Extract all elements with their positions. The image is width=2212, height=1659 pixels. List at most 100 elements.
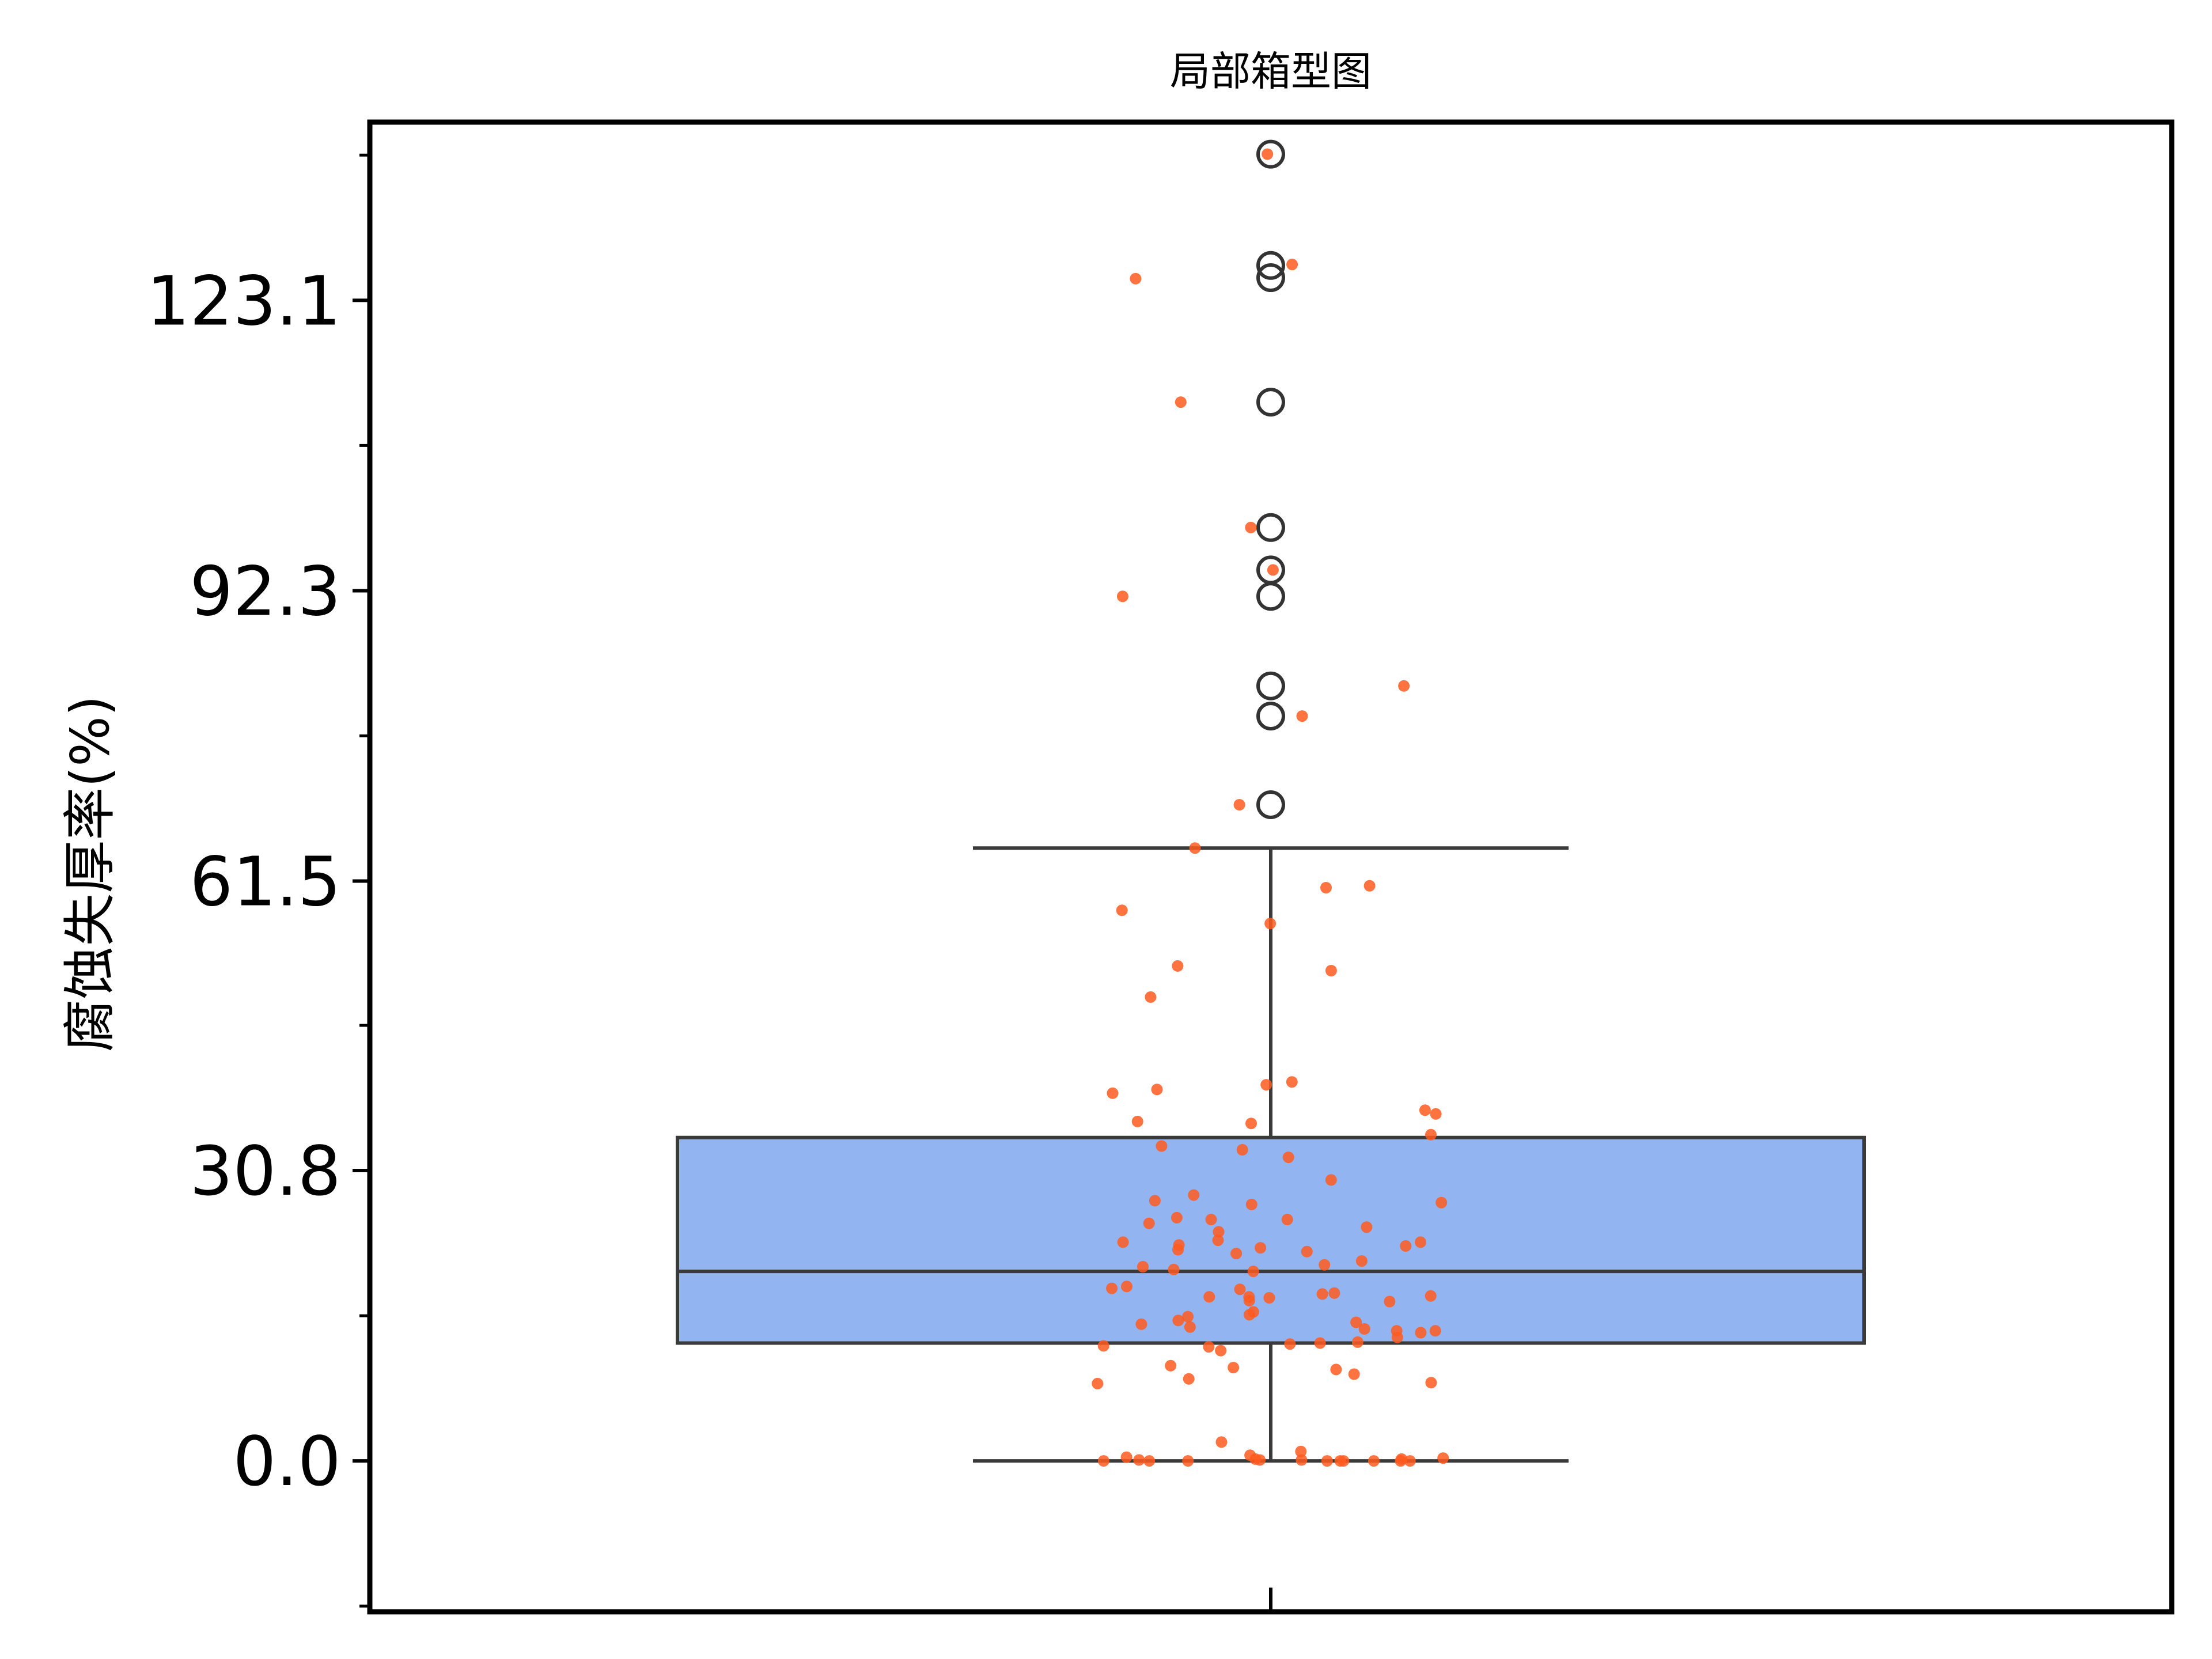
data-point: [1143, 1455, 1156, 1467]
data-point: [1215, 1344, 1227, 1357]
data-point: [1172, 960, 1184, 972]
data-point: [1188, 1189, 1200, 1201]
data-point: [1245, 521, 1257, 533]
y-tick-label: 92.3: [190, 551, 341, 631]
data-point: [1228, 1362, 1240, 1374]
data-point: [1171, 1211, 1183, 1224]
data-point: [1437, 1452, 1449, 1464]
data-point: [1121, 1281, 1132, 1293]
data-point: [1267, 564, 1279, 576]
outlier-marker: [1256, 251, 1285, 280]
outlier-marker: [1256, 582, 1285, 611]
y-axis-label: 腐蚀失厚率(%): [59, 695, 121, 1052]
data-point: [1233, 799, 1245, 810]
data-point: [1361, 1221, 1373, 1233]
outlier-marker: [1256, 671, 1285, 700]
data-point: [1172, 1244, 1184, 1256]
data-point: [1425, 1128, 1437, 1141]
data-point: [1384, 1296, 1396, 1308]
outlier-marker: [1256, 702, 1285, 731]
data-point: [1213, 1226, 1225, 1238]
data-point: [1145, 991, 1157, 1003]
y-tick-label: 30.8: [190, 1131, 341, 1211]
data-point: [1281, 1214, 1293, 1226]
data-point: [1097, 1340, 1109, 1352]
data-point: [1117, 1236, 1129, 1248]
data-point: [1247, 1266, 1259, 1278]
data-point: [1172, 1315, 1184, 1327]
data-point: [1430, 1108, 1442, 1120]
data-point: [1325, 1174, 1337, 1186]
data-point: [1314, 1337, 1326, 1349]
data-point: [1264, 918, 1277, 930]
data-point: [1351, 1336, 1363, 1348]
outlier-marker: [1256, 139, 1285, 169]
data-point: [1165, 1359, 1177, 1372]
data-point: [1137, 1261, 1149, 1272]
outlier-marker: [1256, 790, 1285, 819]
data-point: [1133, 1454, 1145, 1466]
y-tick-label: 61.5: [190, 842, 341, 922]
data-point: [1395, 1455, 1407, 1467]
data-point: [1404, 1455, 1416, 1467]
data-point: [1415, 1236, 1426, 1248]
data-point: [1107, 1087, 1119, 1099]
iqr-box: [676, 1135, 1866, 1345]
data-point: [1245, 1198, 1257, 1210]
data-point: [1097, 1455, 1109, 1467]
data-point: [1244, 1309, 1255, 1321]
data-point: [1419, 1104, 1431, 1116]
plot-area: 0.0 30.8 61.5 92.3 123.1: [146, 119, 2175, 1615]
data-point: [1284, 1338, 1296, 1350]
data-point: [1328, 1287, 1340, 1299]
y-tick-label: 0.0: [233, 1422, 341, 1501]
data-point: [1391, 1331, 1403, 1343]
outlier-marker: [1256, 388, 1285, 417]
data-point: [1182, 1455, 1194, 1467]
data-point: [1363, 880, 1376, 892]
data-point: [1262, 148, 1274, 160]
data-point: [1175, 396, 1187, 408]
data-point: [1398, 680, 1410, 692]
chart-title: 局部箱型图: [1170, 48, 1372, 95]
data-point: [1116, 590, 1128, 603]
data-point: [1254, 1454, 1266, 1466]
data-point: [1230, 1248, 1243, 1260]
data-point: [1301, 1245, 1313, 1257]
data-point: [1263, 1292, 1275, 1304]
data-point: [1116, 904, 1128, 916]
data-point: [1295, 1445, 1307, 1457]
data-point: [1350, 1316, 1362, 1328]
data-point: [1106, 1282, 1118, 1294]
data-point: [1330, 1363, 1342, 1376]
data-point: [1151, 1084, 1163, 1096]
data-point: [1212, 1234, 1224, 1247]
data-point: [1321, 1455, 1333, 1467]
data-point: [1358, 1323, 1370, 1335]
data-point: [1215, 1436, 1228, 1448]
data-point: [1319, 1259, 1331, 1271]
data-point: [1203, 1291, 1215, 1303]
data-point: [1429, 1325, 1441, 1337]
data-point: [1189, 842, 1201, 854]
data-point: [1316, 1288, 1328, 1300]
data-point: [1255, 1242, 1267, 1254]
data-point: [1325, 965, 1337, 976]
data-point: [1183, 1373, 1195, 1385]
outlier-marker: [1256, 263, 1285, 293]
data-point: [1435, 1196, 1448, 1209]
data-point: [1130, 272, 1142, 285]
data-point: [1234, 1283, 1246, 1296]
data-point: [1245, 1118, 1257, 1130]
data-point: [1286, 259, 1298, 271]
data-point: [1415, 1327, 1427, 1339]
data-point: [1205, 1214, 1217, 1226]
data-point: [1368, 1455, 1380, 1467]
data-point: [1184, 1321, 1196, 1333]
data-point: [1168, 1263, 1180, 1275]
data-point: [1149, 1195, 1161, 1207]
data-point: [1425, 1290, 1437, 1302]
data-point: [1131, 1115, 1143, 1127]
